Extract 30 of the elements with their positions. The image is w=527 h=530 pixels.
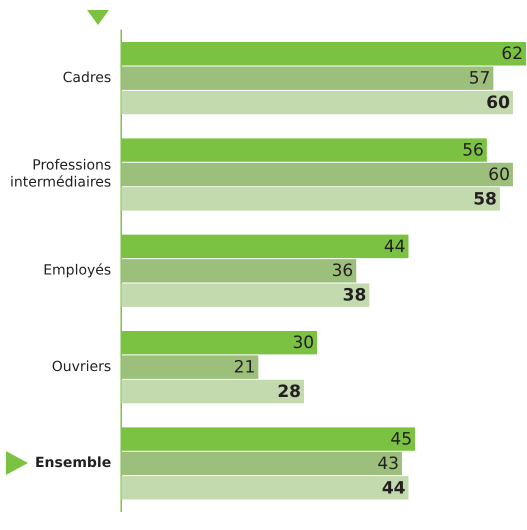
y-tick-label: Employés bbox=[43, 262, 112, 278]
data-label: 60 bbox=[488, 164, 510, 185]
data-label: 36 bbox=[332, 261, 354, 282]
bar bbox=[121, 476, 408, 500]
data-label: 43 bbox=[377, 454, 399, 474]
data-label: 28 bbox=[277, 382, 302, 402]
data-label: 45 bbox=[390, 429, 412, 450]
y-tick-label: Ensemble bbox=[34, 455, 112, 472]
bar bbox=[121, 66, 494, 90]
data-label: 62 bbox=[501, 44, 523, 64]
bar bbox=[121, 380, 304, 404]
bar bbox=[121, 187, 500, 211]
data-label: 56 bbox=[462, 140, 484, 160]
bar bbox=[121, 452, 402, 476]
data-label: 38 bbox=[342, 286, 366, 306]
bar bbox=[121, 90, 513, 114]
data-label: 44 bbox=[384, 236, 406, 257]
data-label: 58 bbox=[473, 189, 497, 210]
bar bbox=[121, 162, 513, 186]
bar bbox=[121, 283, 370, 307]
data-label: 30 bbox=[292, 333, 314, 354]
data-label: 60 bbox=[486, 92, 510, 113]
y-tick-label: Professions intermédiaires bbox=[10, 158, 112, 191]
bar bbox=[121, 355, 258, 379]
data-label: 21 bbox=[234, 358, 256, 378]
y-tick-label: Ouvriers bbox=[52, 358, 112, 375]
data-label: 57 bbox=[468, 68, 490, 89]
data-label: 44 bbox=[382, 478, 406, 498]
bar bbox=[121, 259, 356, 283]
y-tick-label: Cadres bbox=[62, 70, 112, 86]
